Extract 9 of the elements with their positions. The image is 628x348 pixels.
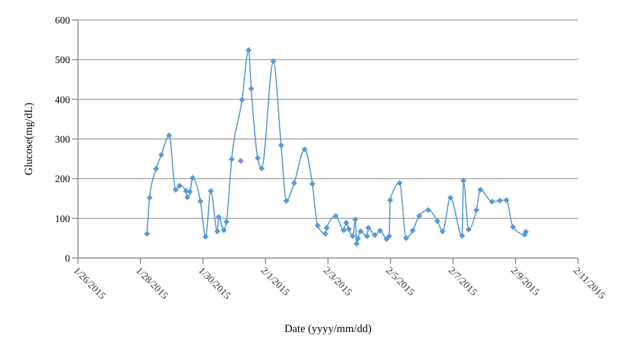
y-tick-label: 200 [55,174,70,186]
y-tick-label: 0 [65,254,70,265]
y-tick-label: 300 [55,134,70,146]
y-axis-title: Glucose(mg/dL) [22,102,35,176]
y-tick-label: 600 [55,16,70,27]
x-axis-title: Date (yyyy/mm/dd) [284,323,372,335]
y-tick-label: 500 [55,55,70,66]
y-tick-label: 400 [55,94,70,106]
y-tick-label: 100 [55,214,70,225]
